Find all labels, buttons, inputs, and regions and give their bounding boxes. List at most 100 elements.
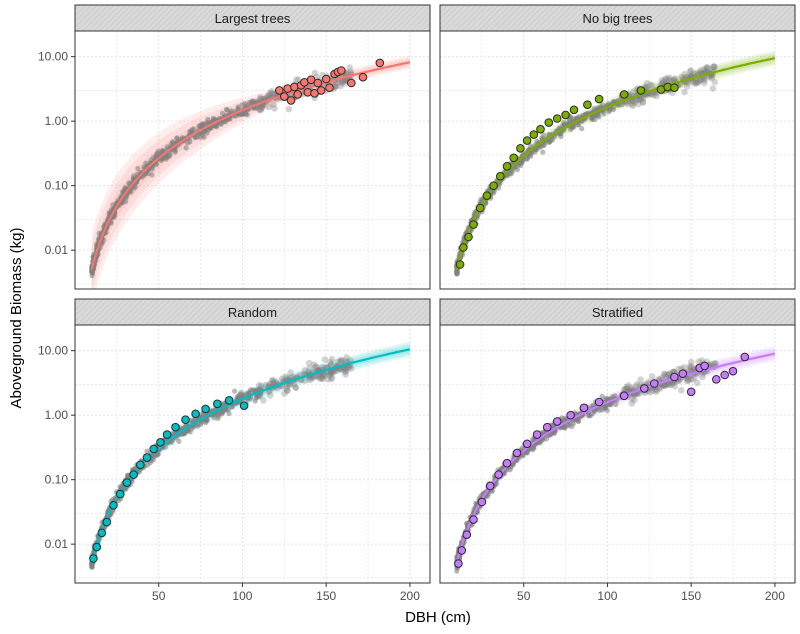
population-point [592,117,598,123]
population-point [661,382,668,390]
population-point [258,104,266,111]
plot-background [75,325,430,583]
population-point [327,370,335,378]
sample-point [542,422,552,432]
sample-point [97,528,107,538]
population-point [650,91,657,99]
sample-point [347,78,356,88]
population-point [337,82,344,90]
population-point [336,366,344,373]
population-point [326,371,333,379]
population-point [272,378,279,386]
population-point [684,377,691,385]
population-point [343,354,350,361]
plot-background [440,31,795,289]
facet-strip-label: Largest trees [215,11,291,26]
population-point [692,79,700,87]
sample-point [678,369,688,379]
population-point [339,78,346,85]
population-point [164,154,170,160]
sample-point [102,517,112,527]
population-point [225,407,231,413]
sample-point [454,559,463,568]
population-point [306,359,313,367]
population-point [345,364,353,371]
population-point [269,377,277,385]
sample-point [740,352,750,362]
population-point [710,63,718,70]
population-point [347,365,355,372]
population-point [643,80,651,87]
population-point [197,134,204,140]
population-point [283,384,290,392]
population-point [541,142,547,149]
population-point [629,100,636,108]
population-point [694,78,702,86]
sample-point [280,92,289,101]
population-point [235,105,241,111]
y-tick-label: 0.10 [45,473,69,487]
sample-point [171,422,180,432]
population-point [681,70,688,78]
sample-point [579,403,589,413]
population-point [688,363,695,370]
sample-point [136,460,145,470]
population-point [639,94,647,102]
population-point [657,385,664,392]
population-point [310,373,318,381]
population-point [153,452,159,458]
population-point [319,371,327,378]
population-point [711,63,718,71]
sample-point [536,124,545,134]
population-point [328,375,335,383]
axes-layer: 0.01 0.10 1.00 10.00 50 100 150 200 0.01 0.10 1.00… [38,50,785,603]
population-point [709,85,717,92]
population-point [649,387,657,395]
population-point [269,379,277,387]
population-point [688,358,695,366]
sample-point [482,191,492,200]
plot-area [440,325,795,583]
population-point [266,89,274,97]
population-point [319,363,326,371]
sample-point [619,90,629,99]
sample-point [569,105,579,115]
sample-points [454,352,750,568]
population-point [346,64,354,71]
plot-area [440,31,795,289]
population-point [290,380,298,388]
population-point [266,380,274,388]
population-point [653,386,661,394]
population-point [646,81,654,88]
population-point [684,79,691,87]
population-point [671,383,679,390]
population-point [681,88,688,96]
facet-panel: Random [74,298,431,584]
sample-point [502,162,512,171]
population-point [279,375,286,382]
population-point [305,365,313,372]
population-point [658,76,666,84]
sample-point [181,415,190,425]
population-point [334,79,342,86]
sample-point [375,58,385,68]
population-point [627,384,635,392]
sample-point [686,387,696,397]
sample-point [191,409,200,419]
sample-point [156,438,165,447]
population-point [639,99,647,106]
population-point [301,377,309,384]
sample-point [636,86,646,95]
facet-panel: Largest trees [74,4,431,290]
population-point [700,65,708,73]
facet-panel: Stratified [439,298,796,584]
sample-point [512,448,522,458]
population-point [271,105,278,112]
sample-point [552,417,562,426]
population-point [328,369,336,376]
population-point [631,99,638,106]
sample-point [455,260,465,269]
population-point [632,96,640,104]
population-point [576,121,582,128]
sample-point [325,83,334,92]
